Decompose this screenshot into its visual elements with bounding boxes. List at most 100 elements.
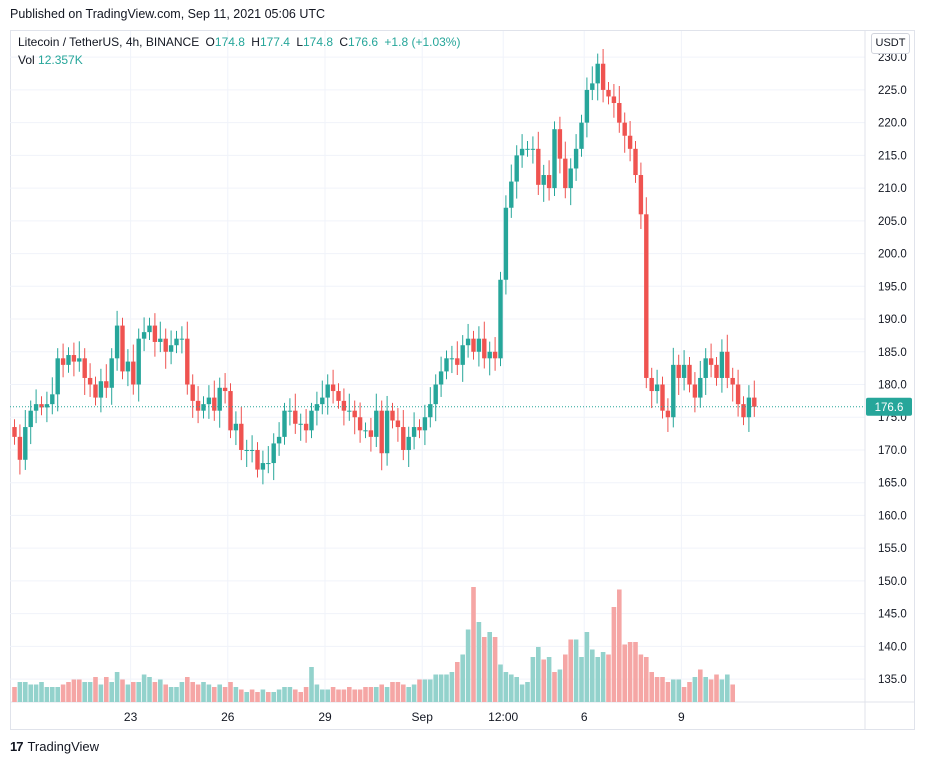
volume-bar: [314, 684, 320, 702]
volume-bar: [514, 677, 519, 702]
published-caption: Published on TradingView.com, Sep 11, 20…: [10, 7, 326, 21]
volume-bar: [287, 687, 293, 702]
volume-bar: [104, 677, 109, 702]
volume-bar: [519, 684, 525, 702]
volume-bar: [428, 679, 433, 702]
candle-body: [465, 338, 471, 346]
candle-body: [411, 427, 417, 437]
volume-bar: [417, 679, 422, 702]
volume-bar: [179, 682, 185, 702]
y-tick-label: 165.0: [878, 478, 907, 490]
candle-body: [730, 377, 735, 385]
volume-label: Vol: [18, 53, 35, 67]
volume-bar: [147, 677, 152, 702]
candle-body: [735, 384, 741, 405]
candle-body: [336, 391, 341, 401]
volume-bar: [449, 672, 455, 702]
candle-body: [363, 430, 368, 432]
candle-body: [23, 427, 28, 460]
price-tag-label: 176.6: [875, 402, 904, 414]
y-tick-label: 200.0: [878, 249, 907, 261]
volume-bar: [152, 682, 158, 702]
y-tick-label: 230.0: [878, 52, 907, 64]
y-tick-label: 185.0: [878, 347, 907, 359]
volume-bar: [563, 654, 568, 702]
candle-body: [352, 410, 357, 418]
volume-bar: [703, 677, 708, 702]
volume-bar: [44, 687, 50, 702]
volume-bar: [77, 679, 82, 702]
volume-bar: [584, 632, 590, 702]
volume-bar: [444, 674, 449, 702]
candle-body: [617, 103, 622, 123]
candle-body: [519, 148, 525, 156]
volume-bar: [233, 687, 239, 702]
candle-body: [206, 397, 212, 405]
candle-body: [174, 338, 179, 346]
candle-body: [239, 423, 244, 450]
volume-bar: [384, 687, 390, 702]
candle-body: [120, 325, 125, 372]
candle-body: [676, 364, 681, 378]
volume-bar: [352, 689, 357, 702]
volume-bar: [12, 687, 17, 702]
volume-bar: [568, 639, 573, 702]
volume-bar: [66, 682, 71, 702]
candle-body: [633, 148, 638, 176]
volume-bar: [509, 674, 514, 702]
candle-body: [347, 410, 352, 412]
open-label: O: [205, 35, 215, 49]
volume-bar: [17, 682, 23, 702]
y-tick-label: 135.0: [878, 674, 907, 686]
volume-bar: [579, 657, 584, 702]
candle-body: [525, 148, 530, 150]
volume-bar: [28, 684, 33, 702]
candle-body: [487, 351, 492, 359]
candle-body: [93, 384, 98, 398]
candle-body: [476, 338, 482, 352]
candle-body: [428, 404, 433, 418]
candle-body: [401, 427, 406, 450]
candle-body: [282, 410, 287, 437]
volume-bar: [195, 684, 201, 702]
low-label: L: [296, 35, 303, 49]
volume-bar: [228, 682, 233, 702]
volume-bar: [719, 679, 725, 702]
close-label: C: [339, 35, 349, 49]
y-tick-label: 180.0: [878, 380, 907, 392]
candle-body: [293, 410, 298, 424]
candle-body: [179, 338, 185, 340]
volume-bar: [476, 622, 482, 702]
volume-bar: [422, 679, 428, 702]
volume-bar: [698, 669, 703, 702]
currency-button[interactable]: USDT: [871, 33, 910, 54]
candle-body: [44, 404, 50, 408]
candle-body: [17, 436, 23, 460]
volume-bar: [347, 687, 352, 702]
volume-bar: [71, 679, 77, 702]
candle-body: [503, 207, 509, 280]
candle-body: [379, 410, 384, 454]
candle-body: [60, 358, 66, 365]
candle-body: [55, 358, 60, 395]
candle-body: [584, 89, 590, 123]
volume-bar: [109, 682, 114, 702]
x-tick-label: 29: [318, 710, 332, 724]
volume-bar: [660, 677, 665, 702]
volume-bar: [557, 669, 563, 702]
high-label: H: [251, 35, 260, 49]
candle-body: [298, 423, 303, 425]
volume-bar: [23, 682, 28, 702]
candle-body: [222, 387, 228, 392]
candle-body: [77, 358, 82, 362]
candle-body: [606, 89, 611, 97]
volume-value: 12.357K: [38, 53, 83, 67]
volume-bar: [309, 667, 314, 702]
volume-bar: [638, 654, 644, 702]
candle-body: [741, 404, 746, 418]
candle-body: [752, 397, 757, 407]
volume-bar: [465, 629, 471, 702]
volume-bar: [374, 687, 379, 702]
candle-body: [698, 377, 703, 398]
